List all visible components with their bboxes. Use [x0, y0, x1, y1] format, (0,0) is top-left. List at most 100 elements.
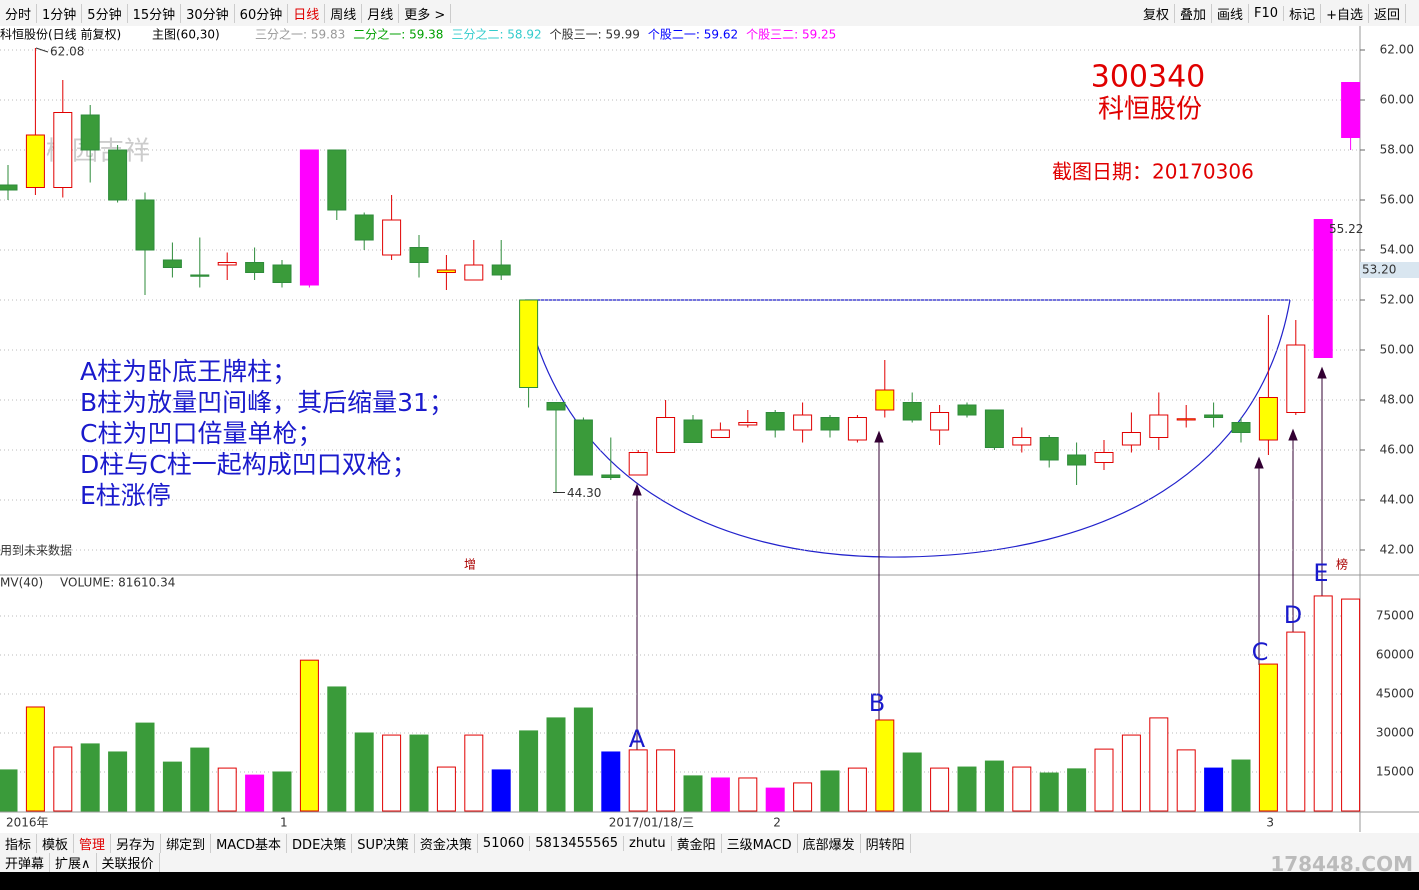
tab[interactable]: 关联报价 [97, 853, 160, 872]
volume-bar [1039, 772, 1059, 812]
volume-bar [53, 746, 73, 812]
marker: 榜 [1336, 557, 1348, 572]
stock-info: 科恒股份(日线 前复权) [0, 27, 121, 42]
column-letter: A [629, 725, 646, 753]
tab[interactable]: MACD基本 [211, 833, 288, 853]
tab[interactable]: DDE决策 [287, 833, 353, 853]
candle-body [601, 474, 621, 478]
tab-bar: 指标 模板 管理 另存为 绑定到 MACD基本 DDE决策 SUP决策 资金决策 51060 581… [0, 833, 1419, 853]
toolbar-item[interactable]: 分时 [0, 3, 38, 23]
tab[interactable]: 51060 [478, 835, 531, 851]
toolbar-item[interactable]: 30分钟 [181, 3, 235, 23]
column-letter: C [1252, 638, 1269, 666]
stock-code: 300340 [1091, 60, 1206, 95]
volume-bar [108, 751, 128, 812]
y-tick-label: 75000 [1376, 608, 1414, 622]
annotation-line: E柱涨停 [80, 481, 171, 510]
candle-body [1094, 452, 1114, 463]
candle-body [1341, 82, 1361, 138]
volume-bar [930, 767, 950, 812]
tab[interactable]: 模板 [37, 833, 75, 853]
candle-body [546, 402, 566, 411]
toolbar-item[interactable]: +自选 [1321, 3, 1369, 23]
y-tick-label: 58.00 [1380, 143, 1414, 157]
tab[interactable]: 5813455565 [530, 835, 624, 851]
column-letter: E [1313, 559, 1328, 587]
toolbar-item[interactable]: 画线 [1212, 3, 1250, 23]
high-pointer [35, 47, 49, 53]
toolbar-right: 复权 叠加 画线 F10 标记 +自选 返回 [1138, 0, 1407, 26]
tab[interactable]: 指标 [0, 833, 38, 853]
y-tick-label: 46.00 [1380, 443, 1414, 457]
volume-bar [80, 743, 100, 812]
volume-bar [902, 752, 922, 812]
volume-bar [1204, 767, 1224, 812]
toolbar-item[interactable]: 5分钟 [82, 3, 128, 23]
candle-body [382, 219, 402, 256]
toolbar-item[interactable]: 返回 [1369, 3, 1407, 23]
toolbar-item[interactable]: 更多 > [399, 3, 452, 23]
tab[interactable]: 管理 [74, 833, 112, 853]
stock-name: 科恒股份 [1098, 95, 1202, 125]
candle-body [464, 264, 484, 281]
candle-body [1039, 437, 1059, 461]
column-letter: D [1284, 601, 1302, 629]
candle-body [190, 274, 210, 277]
level-label: 二分之一: 59.38 [353, 28, 443, 42]
tab[interactable]: 绑定到 [161, 833, 212, 853]
x-tick-label: 1 [280, 816, 288, 830]
toolbar-item[interactable]: 叠加 [1175, 3, 1213, 23]
price-tag [1360, 262, 1419, 278]
volume-bar [135, 722, 155, 812]
candle-body [272, 264, 292, 283]
tab[interactable]: 开弹幕 [0, 853, 51, 872]
toolbar-item[interactable]: 1分钟 [37, 3, 83, 23]
candle-body [80, 114, 100, 151]
toolbar-item[interactable]: 月线 [362, 3, 400, 23]
tab[interactable]: 三级MACD [722, 833, 798, 853]
volume-bar [573, 707, 593, 812]
y-tick-label: 30000 [1376, 725, 1414, 739]
y-tick-label: 56.00 [1380, 193, 1414, 207]
annotations: A柱为卧底王牌柱； B柱为放量凹间峰，其后缩量31； C柱为凹口倍量单枪； D柱与C柱… [80, 356, 454, 511]
volume-bar [0, 769, 18, 812]
volume-bar [765, 787, 785, 812]
candle-body [25, 134, 45, 188]
y-tick-label: 54.00 [1380, 243, 1414, 257]
candle-body [436, 269, 456, 273]
annotation-line: B柱为放量凹间峰，其后缩量31； [80, 388, 454, 417]
volume-bar [1012, 766, 1032, 812]
volume-bar [25, 706, 45, 812]
tab[interactable]: 底部爆发 [798, 833, 861, 853]
candle-body [354, 214, 374, 241]
tab[interactable]: 扩展∧ [50, 853, 97, 872]
toolbar-item[interactable]: 周线 [325, 3, 363, 23]
y-tick-label: 48.00 [1380, 393, 1414, 407]
tab[interactable]: 资金决策 [415, 833, 478, 853]
volume-bar [656, 749, 676, 812]
level-label: 三分之一: 59.83 [255, 28, 345, 42]
toolbar-item[interactable]: 复权 [1138, 3, 1176, 23]
tab[interactable]: 黄金阳 [672, 833, 722, 853]
candle-body [519, 299, 539, 388]
toolbar-item[interactable]: 60分钟 [235, 3, 289, 23]
tab[interactable]: 另存为 [111, 833, 162, 853]
tab[interactable]: SUP决策 [352, 833, 415, 853]
candle-body [683, 419, 703, 443]
volume-bar [546, 717, 566, 812]
toolbar-item[interactable]: F10 [1249, 5, 1285, 21]
toolbar-item[interactable]: 标记 [1284, 3, 1322, 23]
tab[interactable]: 阴转阳 [861, 833, 911, 853]
volume-bar [299, 659, 319, 812]
volume-bar [1231, 759, 1251, 812]
y-tick-label: 62.00 [1380, 43, 1414, 57]
candle-body [1067, 454, 1087, 466]
volume-bar [628, 749, 648, 812]
volume-bar [1149, 717, 1169, 812]
toolbar-item[interactable]: 日线 [288, 3, 326, 23]
level-label: 个股二一: 59.62 [648, 28, 738, 42]
candle-body [299, 149, 319, 286]
tab[interactable]: zhutu [624, 835, 672, 851]
candle-body [710, 429, 730, 438]
toolbar-item[interactable]: 15分钟 [128, 3, 182, 23]
